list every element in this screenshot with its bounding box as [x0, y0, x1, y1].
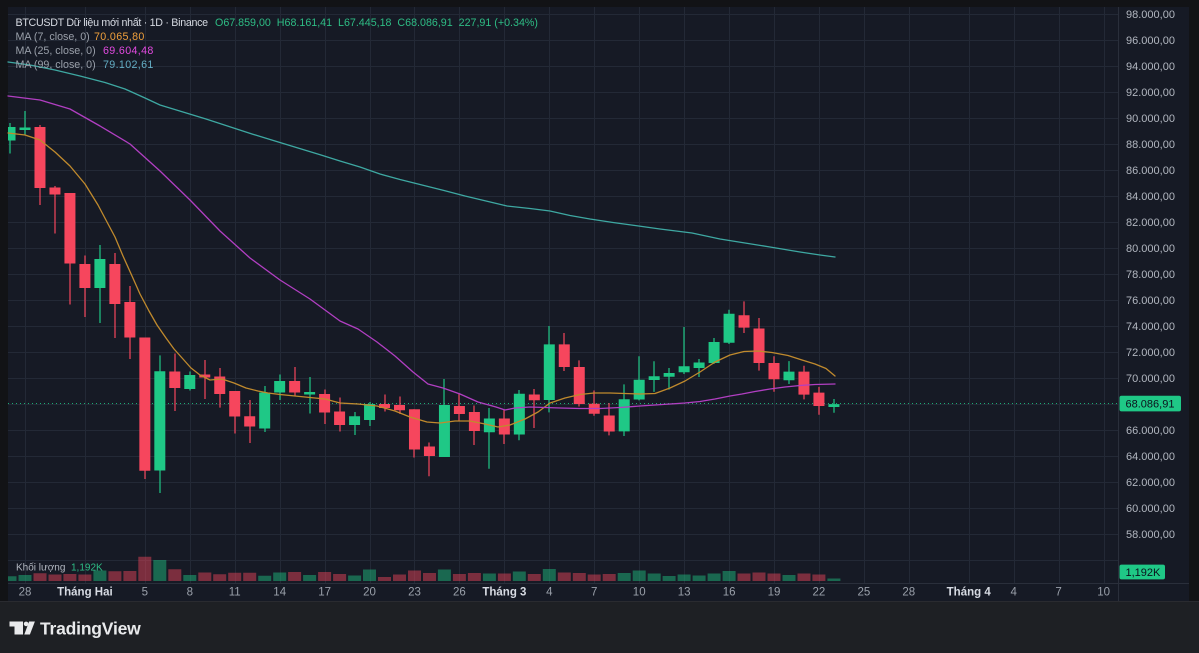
svg-text:72.000,00: 72.000,00 [1126, 347, 1175, 359]
svg-text:13: 13 [678, 587, 691, 599]
svg-text:88.000,00: 88.000,00 [1126, 139, 1175, 151]
svg-text:11: 11 [229, 587, 241, 599]
svg-text:62.000,00: 62.000,00 [1126, 477, 1175, 489]
svg-text:69.604,48: 69.604,48 [103, 45, 154, 57]
svg-text:86.000,00: 86.000,00 [1126, 165, 1175, 177]
svg-text:Tháng 3: Tháng 3 [482, 587, 526, 599]
svg-text:O67.859,00 H68.161,41 L67.44: O67.859,00 H68.161,41 L67.445,18 C68.086… [215, 17, 538, 29]
svg-text:80.000,00: 80.000,00 [1126, 243, 1175, 255]
svg-text:26: 26 [453, 587, 466, 599]
svg-text:7: 7 [1055, 587, 1061, 599]
svg-text:74.000,00: 74.000,00 [1126, 321, 1175, 333]
svg-text:1,192K: 1,192K [1126, 567, 1162, 579]
svg-text:4: 4 [546, 587, 553, 599]
svg-text:16: 16 [723, 587, 736, 599]
svg-text:28: 28 [19, 587, 32, 599]
svg-text:66.000,00: 66.000,00 [1126, 425, 1175, 437]
svg-text:64.000,00: 64.000,00 [1126, 451, 1175, 463]
svg-text:25: 25 [858, 587, 871, 599]
svg-text:8: 8 [187, 587, 193, 599]
svg-text:19: 19 [768, 587, 781, 599]
svg-text:70.065,80: 70.065,80 [94, 31, 145, 43]
svg-text:82.000,00: 82.000,00 [1126, 217, 1175, 229]
svg-text:76.000,00: 76.000,00 [1126, 295, 1175, 307]
svg-text:79.102,61: 79.102,61 [103, 59, 154, 71]
svg-text:68.086,91: 68.086,91 [1126, 399, 1175, 411]
svg-text:78.000,00: 78.000,00 [1126, 269, 1175, 281]
svg-text:20: 20 [363, 587, 376, 599]
svg-text:Khối lượng: Khối lượng [16, 562, 65, 574]
svg-text:17: 17 [318, 587, 331, 599]
svg-text:Tháng Hai: Tháng Hai [57, 587, 113, 599]
svg-text:90.000,00: 90.000,00 [1126, 113, 1175, 125]
svg-text:Tháng 4: Tháng 4 [947, 587, 992, 599]
svg-text:14: 14 [273, 587, 286, 599]
svg-text:MA (99, close, 0): MA (99, close, 0) [16, 59, 96, 71]
svg-text:92.000,00: 92.000,00 [1126, 87, 1175, 99]
svg-text:7: 7 [591, 587, 597, 599]
svg-text:BTCUSDT Dữ liệu mới nhất · 1D: BTCUSDT Dữ liệu mới nhất · 1D · Binance [16, 17, 209, 29]
svg-text:10: 10 [633, 587, 646, 599]
svg-text:5: 5 [142, 587, 148, 599]
svg-text:4: 4 [1010, 587, 1017, 599]
svg-text:28: 28 [902, 587, 915, 599]
svg-text:84.000,00: 84.000,00 [1126, 191, 1175, 203]
svg-text:96.000,00: 96.000,00 [1126, 35, 1175, 47]
svg-text:60.000,00: 60.000,00 [1126, 503, 1175, 515]
svg-text:10: 10 [1097, 587, 1110, 599]
svg-text:23: 23 [408, 587, 421, 599]
svg-text:TradingView: TradingView [40, 619, 141, 639]
svg-text:58.000,00: 58.000,00 [1126, 529, 1175, 541]
svg-text:94.000,00: 94.000,00 [1126, 61, 1175, 73]
svg-text:98.000,00: 98.000,00 [1126, 9, 1175, 21]
svg-text:1,192K: 1,192K [71, 563, 103, 574]
svg-text:22: 22 [813, 587, 826, 599]
svg-text:MA (7, close, 0): MA (7, close, 0) [16, 31, 90, 43]
svg-text:70.000,00: 70.000,00 [1126, 373, 1175, 385]
svg-text:MA (25, close, 0): MA (25, close, 0) [16, 45, 96, 57]
